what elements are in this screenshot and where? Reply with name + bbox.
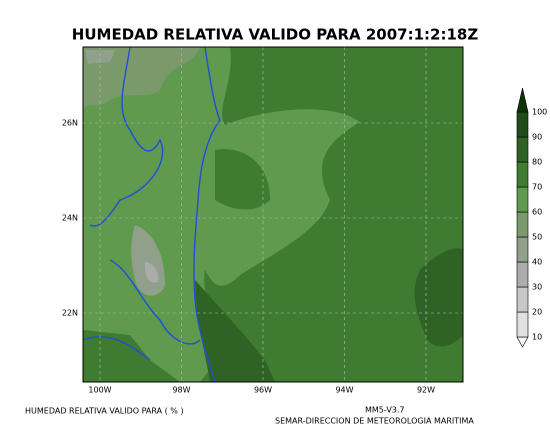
- field-dark: [215, 149, 270, 210]
- coastline: [82, 46, 221, 383]
- field-darker: [414, 248, 463, 347]
- colorbar-label: 90: [532, 133, 542, 142]
- field-dark: [83, 330, 180, 382]
- colorbar-bin: [516, 111, 529, 138]
- colorbar: 10 20 30 40 50 60 70 80 90 100: [516, 87, 547, 348]
- axis-labels: 100W 98W 96W 94W 92W 26N 24N 22N: [62, 119, 435, 395]
- colorbar-bin: [516, 136, 529, 163]
- colorbar-label: 40: [532, 258, 542, 267]
- colorbar-label: 70: [532, 183, 542, 192]
- colorbar-cap: [516, 87, 529, 113]
- border: [109, 259, 201, 345]
- colorbar-label: 20: [532, 308, 542, 317]
- lat-label: 24N: [62, 214, 78, 223]
- colorbar-label: 50: [532, 233, 542, 242]
- colorbar-label: 30: [532, 283, 542, 292]
- lat-label: 22N: [62, 309, 78, 318]
- coast: [193, 46, 221, 383]
- grid: [83, 47, 463, 382]
- lat-label: 26N: [62, 119, 78, 128]
- field-light: [83, 47, 360, 382]
- footer-model: MM5-V3.7: [365, 406, 405, 415]
- colorbar-cap: [516, 336, 529, 348]
- map-field: [83, 47, 463, 382]
- title: HUMEDAD RELATIVA VALIDO PARA 2007:1:2:18…: [72, 26, 479, 44]
- colorbar-bin: [516, 211, 529, 238]
- colorbar-label: 80: [532, 158, 542, 167]
- lon-label: 92W: [417, 386, 435, 395]
- colorbar-bin: [516, 261, 529, 288]
- border: [82, 336, 151, 361]
- border: [89, 46, 164, 227]
- field-gray: [85, 50, 115, 64]
- field-darker: [195, 280, 275, 382]
- colorbar-bin: [516, 236, 529, 263]
- lon-label: 100W: [88, 386, 111, 395]
- colorbar-label: 10: [532, 333, 542, 342]
- field-gray: [83, 47, 200, 110]
- colorbar-bin: [516, 186, 529, 213]
- colorbar-bin: [516, 311, 529, 338]
- map-frame: [82, 46, 464, 383]
- lon-label: 96W: [254, 386, 272, 395]
- field-gray: [144, 262, 159, 283]
- colorbar-bin: [516, 161, 529, 188]
- footer-institution: SEMAR-DIRECCION DE METEOROLOGIA MARITIMA: [275, 417, 474, 425]
- lon-label: 94W: [335, 386, 353, 395]
- lon-label: 98W: [172, 386, 190, 395]
- colorbar-label: 100: [532, 108, 547, 117]
- colorbar-bin: [516, 286, 529, 313]
- footer-left: HUMEDAD RELATIVA VALIDO PARA ( % ): [25, 407, 184, 416]
- colorbar-label: 60: [532, 208, 542, 217]
